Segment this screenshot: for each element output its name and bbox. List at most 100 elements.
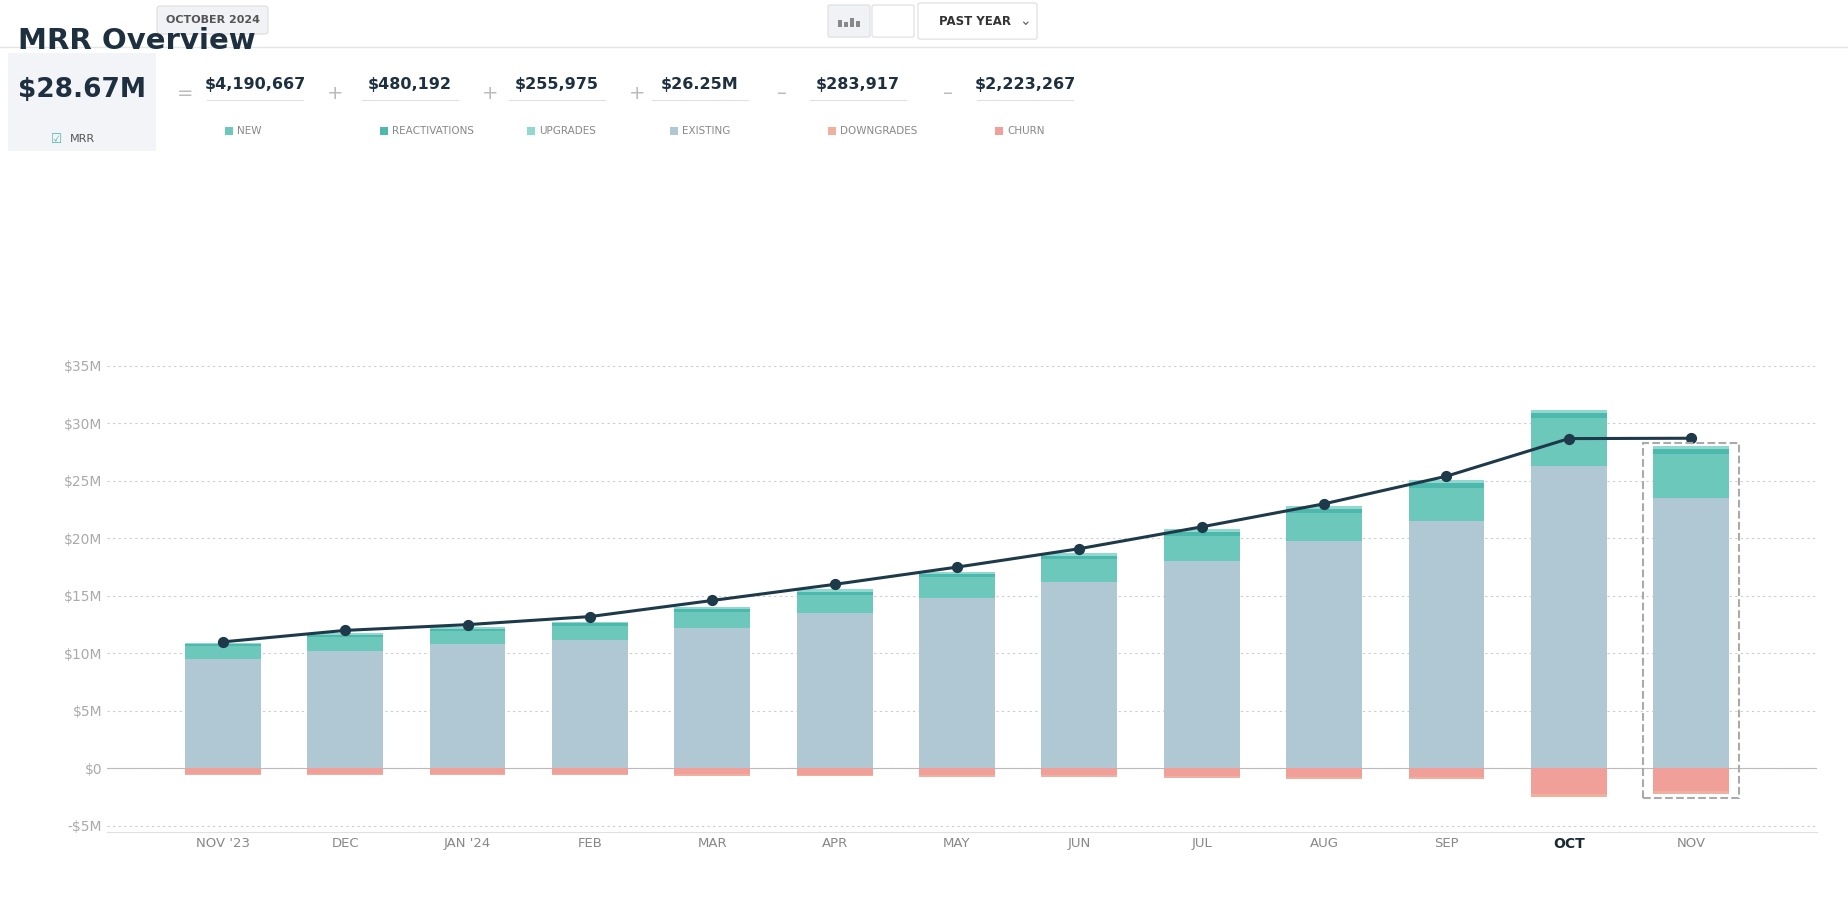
Bar xyxy=(796,595,872,613)
Bar xyxy=(1164,776,1240,778)
Bar xyxy=(675,610,750,612)
Text: –: – xyxy=(942,84,954,102)
Bar xyxy=(1286,769,1362,777)
Bar xyxy=(796,590,872,591)
Bar xyxy=(856,21,859,27)
Bar xyxy=(1408,521,1484,769)
Point xyxy=(1432,469,1462,484)
Text: ⌄: ⌄ xyxy=(1020,14,1031,28)
Bar xyxy=(796,591,872,595)
Bar xyxy=(1530,413,1606,419)
Bar xyxy=(675,774,750,776)
Text: =: = xyxy=(177,84,194,102)
Bar xyxy=(1654,498,1730,769)
Bar xyxy=(429,769,506,774)
Bar xyxy=(1042,559,1118,582)
Bar xyxy=(1286,509,1362,513)
Bar xyxy=(1042,582,1118,769)
Bar xyxy=(675,769,750,774)
Bar xyxy=(307,774,383,775)
FancyBboxPatch shape xyxy=(828,5,870,37)
Bar xyxy=(553,623,628,626)
FancyBboxPatch shape xyxy=(872,5,915,37)
Bar xyxy=(1654,769,1730,792)
Bar xyxy=(1408,480,1484,484)
Bar xyxy=(1408,777,1484,780)
Bar xyxy=(1408,484,1484,488)
Text: REACTIVATIONS: REACTIVATIONS xyxy=(392,126,473,136)
Text: OCTOBER 2024: OCTOBER 2024 xyxy=(166,15,259,25)
Bar xyxy=(1408,488,1484,521)
Point xyxy=(575,610,604,624)
Bar xyxy=(918,775,994,777)
Text: PAST YEAR: PAST YEAR xyxy=(939,15,1011,27)
Point xyxy=(697,593,726,608)
Bar xyxy=(185,644,261,646)
Text: NEW: NEW xyxy=(237,126,262,136)
Point xyxy=(821,577,850,591)
Bar xyxy=(796,769,872,774)
Bar xyxy=(185,773,261,775)
Bar xyxy=(918,578,994,598)
Text: $480,192: $480,192 xyxy=(368,77,453,92)
Text: $26.25M: $26.25M xyxy=(662,77,739,92)
Bar xyxy=(994,127,1003,135)
Bar xyxy=(828,127,835,135)
Text: DOWNGRADES: DOWNGRADES xyxy=(841,126,917,136)
Bar xyxy=(307,635,383,637)
Bar xyxy=(553,626,628,640)
Point xyxy=(1676,430,1706,445)
Bar xyxy=(796,774,872,776)
Point xyxy=(453,617,482,632)
Bar xyxy=(307,633,383,635)
Bar xyxy=(671,127,678,135)
Bar xyxy=(1643,443,1739,798)
Bar xyxy=(918,572,994,574)
Point xyxy=(1064,541,1094,556)
Bar xyxy=(1530,769,1606,794)
Bar xyxy=(553,640,628,769)
Bar xyxy=(1530,409,1606,413)
Bar xyxy=(1286,513,1362,541)
Bar xyxy=(381,127,388,135)
Bar xyxy=(307,651,383,769)
Text: –: – xyxy=(776,84,787,102)
Text: $283,917: $283,917 xyxy=(817,77,900,92)
Bar xyxy=(307,769,383,774)
Bar xyxy=(1530,466,1606,769)
Bar xyxy=(1654,454,1730,498)
Bar xyxy=(7,53,155,152)
Text: $255,975: $255,975 xyxy=(516,77,599,92)
Point xyxy=(942,559,972,574)
Text: ☑: ☑ xyxy=(52,133,63,146)
Bar xyxy=(1164,769,1240,776)
Bar xyxy=(185,769,261,773)
Bar xyxy=(1164,529,1240,532)
Bar xyxy=(307,637,383,651)
FancyBboxPatch shape xyxy=(157,6,268,34)
Bar xyxy=(1654,446,1730,449)
Bar xyxy=(1042,556,1118,559)
Bar xyxy=(185,646,261,659)
Bar xyxy=(1164,561,1240,769)
Text: MRR: MRR xyxy=(70,134,94,144)
Bar xyxy=(429,627,506,629)
Bar xyxy=(1654,449,1730,454)
Bar xyxy=(1530,419,1606,466)
Bar xyxy=(1286,541,1362,769)
Bar xyxy=(675,628,750,769)
Point xyxy=(1308,496,1338,511)
Bar xyxy=(918,598,994,769)
Bar xyxy=(918,769,994,775)
Bar xyxy=(1408,769,1484,777)
Text: CHURN: CHURN xyxy=(1007,126,1044,136)
Text: +: + xyxy=(628,84,645,102)
Bar xyxy=(1042,775,1118,777)
Text: +: + xyxy=(482,84,499,102)
Bar xyxy=(429,644,506,769)
Bar xyxy=(1654,792,1730,794)
Text: $4,190,667: $4,190,667 xyxy=(205,77,305,92)
Bar xyxy=(675,607,750,610)
Bar xyxy=(553,774,628,775)
Bar xyxy=(1286,506,1362,509)
